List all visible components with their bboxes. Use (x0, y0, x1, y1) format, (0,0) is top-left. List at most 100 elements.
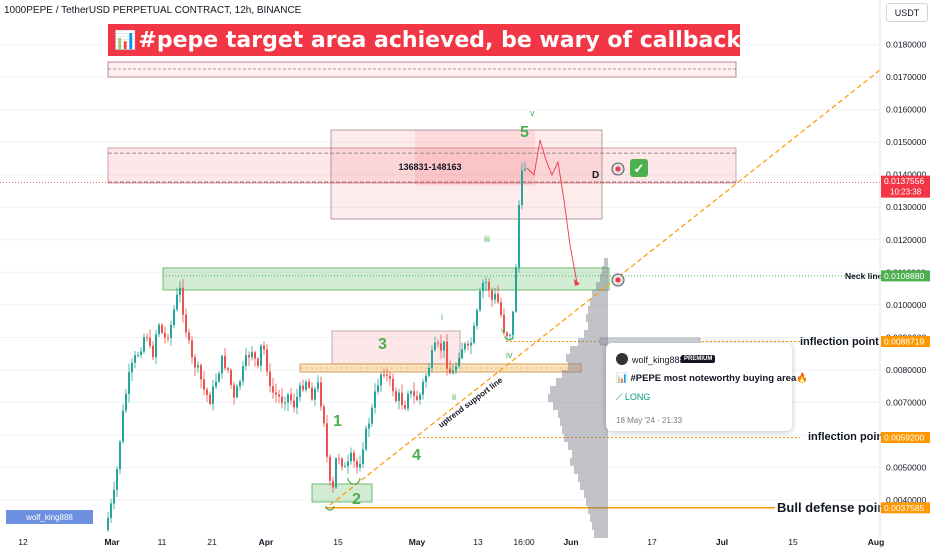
candle-body (449, 368, 451, 374)
x-tick-label: Jul (716, 537, 728, 547)
candle-body (425, 375, 427, 382)
avatar (616, 353, 628, 365)
candle-body (344, 465, 346, 467)
volume-bar (564, 434, 608, 442)
candle-body (368, 423, 370, 429)
candle-body (419, 394, 421, 400)
candle-body (329, 456, 331, 481)
candle-body (497, 293, 499, 303)
candle-body (155, 334, 157, 358)
bull-defense-label: Bull defense point (777, 500, 890, 515)
volume-bar (604, 258, 608, 266)
trend-up-icon: ⟋ (616, 392, 625, 402)
candle-body (173, 309, 175, 325)
candle-body (293, 400, 295, 408)
candle-body (203, 379, 205, 390)
volume-bar (578, 474, 608, 482)
candle-body (197, 365, 199, 368)
candle-body (215, 381, 217, 387)
symbol-header: 1000PEPE / TetherUSD PERPETUAL CONTRACT,… (4, 5, 302, 16)
x-tick-label: 12 (18, 537, 28, 547)
candle-body (434, 342, 436, 351)
chart-grid (0, 44, 880, 501)
wave-low-marker (347, 477, 361, 485)
candle-body (191, 340, 193, 358)
x-tick-label: 15 (788, 537, 798, 547)
candle-body (479, 291, 481, 311)
currency-button[interactable]: USDT (886, 3, 928, 22)
candle-body (128, 372, 130, 394)
point-d-label: D (592, 170, 599, 181)
candle-body (206, 389, 208, 395)
y-tick-label: 0.0120000 (886, 235, 926, 245)
volume-bar (553, 402, 608, 410)
candle-body (404, 405, 406, 409)
price-label-value: 0.0037585 (884, 503, 924, 513)
zone-range-label: 136831-148163 (398, 162, 461, 172)
candle-body (263, 345, 265, 350)
candle-body (278, 394, 280, 397)
candle-body (437, 342, 439, 344)
candle-body (212, 386, 214, 404)
volume-bar (580, 482, 608, 490)
candle-body (383, 374, 385, 376)
target-zone-box (330, 129, 603, 220)
candle-body (491, 290, 493, 300)
candle-body (464, 343, 466, 350)
candle-body (200, 365, 202, 380)
wave-iii-label: iii (484, 234, 490, 244)
candle-body (296, 396, 298, 408)
candle-body (410, 391, 412, 394)
y-tick-label: 0.0180000 (886, 40, 926, 50)
candle-body (515, 267, 517, 312)
candle-body (350, 452, 352, 462)
x-tick-label: 15 (333, 537, 343, 547)
candle-body (455, 366, 457, 371)
candle-body (389, 375, 391, 379)
volume-bar (568, 442, 608, 450)
candle-body (188, 332, 190, 341)
candle-body (227, 368, 229, 370)
candle-body (371, 407, 373, 424)
idea-message: 📊 #PEPE most noteworthy buying area🔥 (616, 373, 808, 384)
candle-body (323, 406, 325, 424)
price-label-value: 0.0137556 (884, 176, 924, 186)
price-label-bg (881, 502, 930, 514)
candle-body (248, 355, 250, 358)
price-label-countdown: 10:23:38 (890, 188, 922, 197)
candle-body (119, 441, 121, 470)
candle-body (338, 458, 340, 460)
candle-body (113, 489, 115, 504)
candle-body (452, 370, 454, 374)
candle-body (161, 324, 163, 333)
candle-body (518, 204, 520, 268)
volume-bar (602, 266, 608, 274)
candle-body (353, 452, 355, 461)
candle-body (221, 355, 223, 374)
candle-body (167, 337, 169, 339)
candle-body (122, 410, 124, 442)
idea-card[interactable]: wolf_king888 PREMIUM 📊 #PEPE most notewo… (606, 343, 808, 431)
candle-body (116, 469, 118, 490)
candles (107, 161, 526, 532)
candle-body (398, 392, 400, 402)
candle-body (374, 391, 376, 408)
candle-body (146, 337, 148, 339)
candle-body (440, 343, 442, 351)
idea-author[interactable]: wolf_king888 (632, 355, 685, 365)
watermark-badge: wolf_king888 (6, 510, 93, 524)
volume-bar (548, 394, 608, 402)
candle-body (314, 388, 316, 400)
candle-body (521, 170, 523, 205)
candle-body (428, 367, 430, 376)
volume-bar (556, 378, 608, 386)
y-tick-label: 0.0160000 (886, 105, 926, 115)
candle-body (218, 373, 220, 382)
candle-body (158, 324, 160, 335)
candle-body (260, 345, 262, 366)
candle-body (230, 369, 232, 385)
candle-body (170, 324, 172, 338)
candle-body (176, 294, 178, 310)
